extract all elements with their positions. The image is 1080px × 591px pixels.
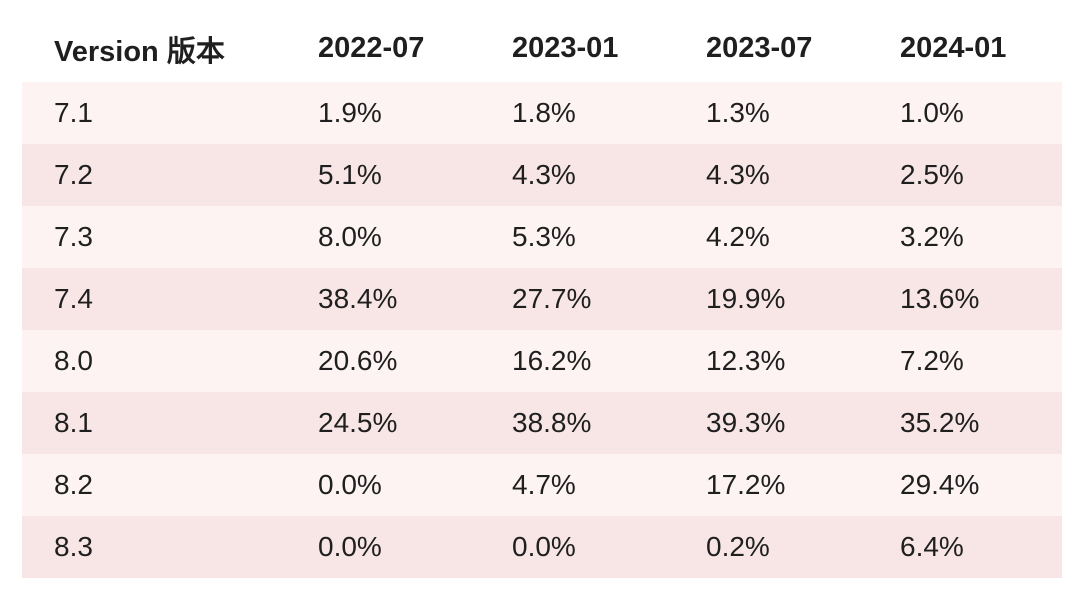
- cell-value: 4.2%: [706, 221, 770, 252]
- cell-version: 7.2: [54, 159, 93, 190]
- cell-value: 17.2%: [706, 469, 786, 500]
- cell-value: 2.5%: [900, 159, 964, 190]
- table-row: 7.1 1.9% 1.8% 1.3% 1.0%: [22, 82, 1062, 144]
- cell-value: 29.4%: [900, 469, 980, 500]
- cell-value: 0.0%: [318, 469, 382, 500]
- cell-value: 0.2%: [706, 531, 770, 562]
- cell-value: 24.5%: [318, 407, 398, 438]
- table-row: 8.0 20.6% 16.2% 12.3% 7.2%: [22, 330, 1062, 392]
- column-header-2023-01: 2023-01: [480, 15, 674, 82]
- cell-version: 8.2: [54, 469, 93, 500]
- table-row: 7.2 5.1% 4.3% 4.3% 2.5%: [22, 144, 1062, 206]
- table-row: 8.3 0.0% 0.0% 0.2% 6.4%: [22, 516, 1062, 578]
- column-header-2022-07: 2022-07: [286, 15, 480, 82]
- cell-value: 12.3%: [706, 345, 786, 376]
- cell-value: 13.6%: [900, 283, 980, 314]
- cell-value: 27.7%: [512, 283, 592, 314]
- cell-value: 4.3%: [512, 159, 576, 190]
- cell-value: 6.4%: [900, 531, 964, 562]
- cell-value: 20.6%: [318, 345, 398, 376]
- cell-version: 8.0: [54, 345, 93, 376]
- table-row: 8.1 24.5% 38.8% 39.3% 35.2%: [22, 392, 1062, 454]
- cell-value: 1.0%: [900, 97, 964, 128]
- cell-value: 3.2%: [900, 221, 964, 252]
- cell-value: 1.9%: [318, 97, 382, 128]
- cell-value: 5.1%: [318, 159, 382, 190]
- header-row: Version 版本 2022-07 2023-01 2023-07 2024-…: [22, 15, 1062, 82]
- cell-value: 19.9%: [706, 283, 786, 314]
- table-row: 7.3 8.0% 5.3% 4.2% 3.2%: [22, 206, 1062, 268]
- cell-version: 7.3: [54, 221, 93, 252]
- version-usage-table: Version 版本 2022-07 2023-01 2023-07 2024-…: [22, 15, 1062, 578]
- cell-version: 8.3: [54, 531, 93, 562]
- cell-value: 4.3%: [706, 159, 770, 190]
- cell-value: 5.3%: [512, 221, 576, 252]
- column-header-version: Version 版本: [22, 15, 286, 82]
- cell-value: 0.0%: [512, 531, 576, 562]
- cell-value: 16.2%: [512, 345, 592, 376]
- cell-version: 8.1: [54, 407, 93, 438]
- column-header-2023-07: 2023-07: [674, 15, 868, 82]
- cell-value: 1.8%: [512, 97, 576, 128]
- cell-value: 7.2%: [900, 345, 964, 376]
- cell-value: 38.8%: [512, 407, 592, 438]
- column-header-2024-01: 2024-01: [868, 15, 1062, 82]
- cell-version: 7.1: [54, 97, 93, 128]
- data-table: Version 版本 2022-07 2023-01 2023-07 2024-…: [22, 15, 1062, 578]
- cell-value: 0.0%: [318, 531, 382, 562]
- cell-value: 38.4%: [318, 283, 398, 314]
- cell-value: 35.2%: [900, 407, 980, 438]
- cell-value: 1.3%: [706, 97, 770, 128]
- cell-version: 7.4: [54, 283, 93, 314]
- cell-value: 39.3%: [706, 407, 786, 438]
- cell-value: 4.7%: [512, 469, 576, 500]
- table-row: 7.4 38.4% 27.7% 19.9% 13.6%: [22, 268, 1062, 330]
- cell-value: 8.0%: [318, 221, 382, 252]
- table-row: 8.2 0.0% 4.7% 17.2% 29.4%: [22, 454, 1062, 516]
